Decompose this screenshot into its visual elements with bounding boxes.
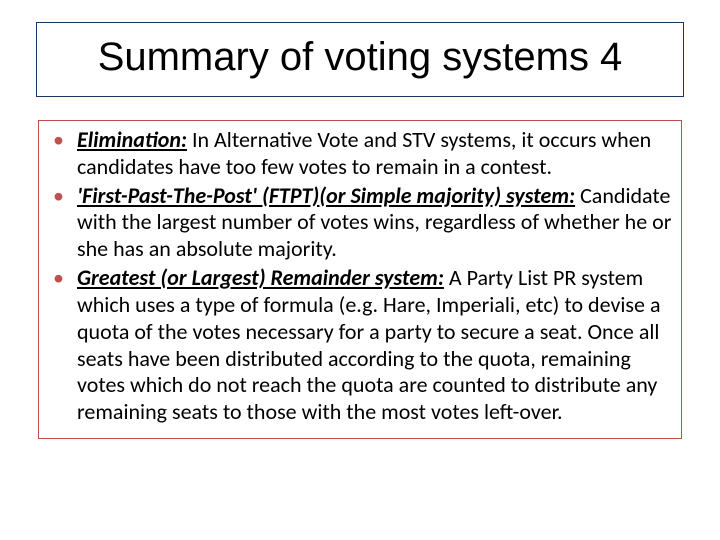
list-item: 'First-Past-The-Post' (FTPT)(or Simple m…	[47, 183, 673, 263]
term-label: Greatest (or Largest) Remainder system:	[77, 264, 444, 291]
term-label: 'First-Past-The-Post' (FTPT)(or Simple m…	[77, 182, 575, 209]
content-box: Elimination: In Alternative Vote and STV…	[38, 120, 682, 439]
list-item: Greatest (or Largest) Remainder system: …	[47, 265, 673, 426]
bullet-list: Elimination: In Alternative Vote and STV…	[47, 127, 673, 426]
title-box: Summary of voting systems 4	[36, 22, 684, 97]
term-label: Elimination:	[77, 126, 187, 153]
list-item: Elimination: In Alternative Vote and STV…	[47, 127, 673, 181]
page-title: Summary of voting systems 4	[47, 35, 673, 80]
